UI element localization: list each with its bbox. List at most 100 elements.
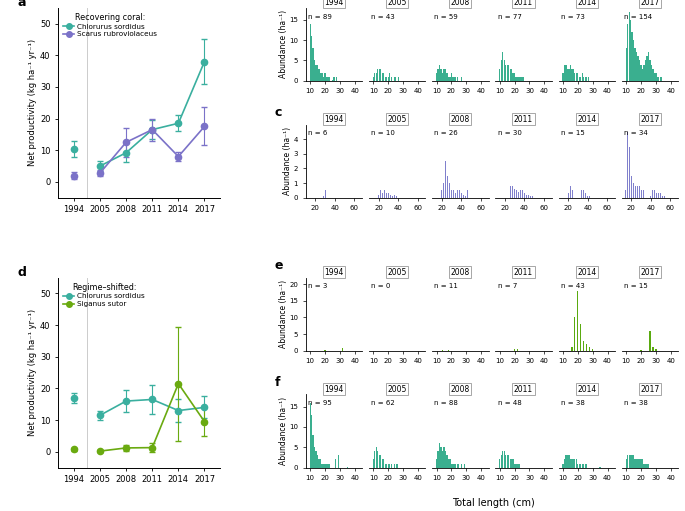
Bar [508, 180, 510, 198]
Bar [654, 191, 656, 198]
Bar [571, 68, 573, 81]
Bar [519, 463, 520, 468]
Bar [317, 64, 319, 81]
Bar [640, 64, 642, 81]
Bar [640, 191, 642, 198]
Bar [390, 463, 392, 468]
Bar [649, 60, 651, 81]
Bar [383, 459, 384, 468]
Bar [380, 455, 382, 468]
Bar [451, 191, 452, 198]
Text: n = 77: n = 77 [497, 13, 521, 19]
Bar [639, 459, 640, 468]
Bar [384, 463, 386, 468]
Bar [455, 193, 456, 198]
Bar [510, 459, 511, 468]
Bar [388, 463, 389, 468]
Bar [449, 459, 451, 468]
Bar [514, 349, 515, 351]
Bar [441, 191, 443, 198]
Bar [512, 186, 513, 198]
Bar [639, 186, 640, 198]
Bar [436, 73, 437, 81]
Bar [522, 191, 523, 198]
Text: n = 15: n = 15 [624, 284, 648, 289]
Bar [336, 77, 338, 81]
Text: n = 7: n = 7 [497, 284, 517, 289]
Bar [639, 60, 640, 81]
Text: n = 62: n = 62 [371, 400, 395, 406]
Bar [453, 77, 455, 81]
Bar [384, 77, 386, 81]
Bar [653, 73, 655, 81]
Bar [374, 73, 375, 81]
Bar [501, 60, 502, 81]
Bar [386, 193, 387, 198]
Bar [315, 64, 316, 81]
Text: n = 11: n = 11 [434, 284, 458, 289]
Bar [442, 451, 443, 468]
Title: 2014: 2014 [577, 268, 597, 277]
Bar [321, 73, 323, 81]
Bar [528, 195, 529, 198]
Bar [451, 463, 452, 468]
Bar [452, 463, 453, 468]
Text: a: a [18, 0, 26, 9]
Bar [583, 341, 584, 351]
Bar [652, 191, 653, 198]
Bar [580, 324, 582, 351]
Bar [314, 447, 315, 468]
Bar [574, 73, 575, 81]
Bar [442, 350, 443, 351]
Title: 2011: 2011 [514, 268, 533, 277]
Bar [461, 193, 462, 198]
Bar [627, 455, 628, 468]
Bar [439, 443, 440, 468]
Bar [586, 463, 587, 468]
Bar [331, 192, 332, 198]
Text: n = 88: n = 88 [434, 400, 458, 406]
Bar [573, 193, 575, 198]
Title: 2014: 2014 [577, 115, 597, 124]
Bar [656, 193, 657, 198]
Bar [648, 52, 649, 81]
Bar [583, 77, 584, 81]
Bar [565, 455, 566, 468]
Bar [633, 183, 634, 198]
Bar [320, 459, 321, 468]
Bar [658, 193, 659, 198]
Bar [335, 459, 336, 468]
Text: e: e [275, 259, 283, 272]
Bar [386, 77, 387, 81]
Bar [575, 73, 577, 81]
Y-axis label: Abundance (ha⁻¹): Abundance (ha⁻¹) [279, 397, 288, 465]
Bar [514, 73, 515, 81]
Y-axis label: Abundance (ha⁻¹): Abundance (ha⁻¹) [283, 127, 292, 195]
Bar [466, 191, 468, 198]
Bar [566, 455, 568, 468]
Bar [329, 463, 330, 468]
Bar [579, 463, 580, 468]
Bar [532, 196, 533, 198]
Title: 2014: 2014 [577, 0, 597, 7]
Text: f: f [275, 376, 280, 389]
Y-axis label: Net productivity (kg ha⁻¹ yr⁻¹): Net productivity (kg ha⁻¹ yr⁻¹) [28, 39, 37, 166]
Bar [516, 191, 517, 198]
Bar [443, 447, 445, 468]
Bar [389, 73, 390, 81]
Bar [632, 32, 633, 81]
Bar [505, 455, 506, 468]
Bar [583, 463, 584, 468]
Bar [374, 451, 375, 468]
Bar [448, 459, 449, 468]
Bar [506, 64, 508, 81]
Bar [662, 196, 663, 198]
Bar [523, 77, 524, 81]
Bar [634, 459, 636, 468]
Bar [645, 463, 646, 468]
Bar [327, 463, 329, 468]
Bar [379, 68, 380, 81]
Bar [326, 463, 327, 468]
Bar [445, 161, 446, 198]
Bar [632, 455, 633, 468]
